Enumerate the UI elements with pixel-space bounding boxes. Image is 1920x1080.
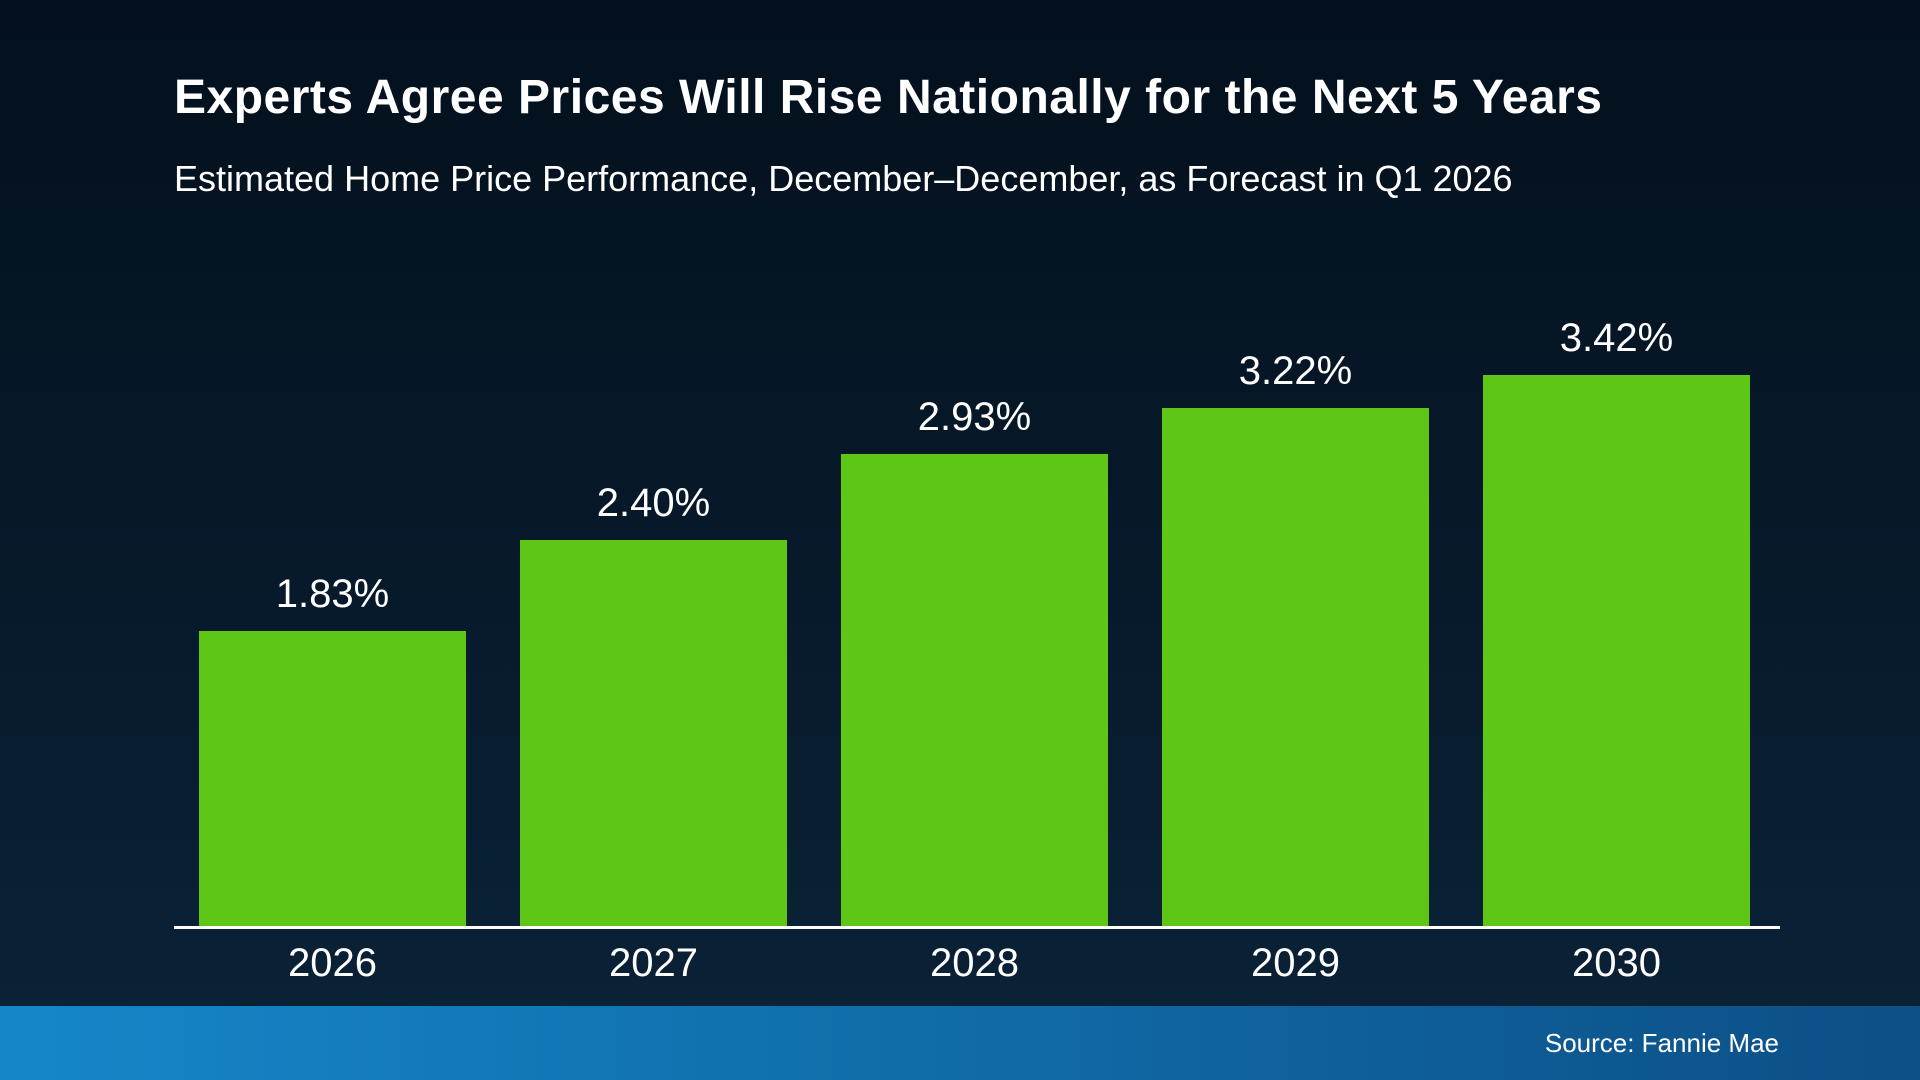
bar bbox=[1162, 408, 1429, 926]
bar-value-label: 3.42% bbox=[1559, 316, 1674, 360]
x-axis-label: 2029 bbox=[1251, 940, 1340, 985]
bar-value-label: 1.83% bbox=[275, 572, 390, 616]
bar bbox=[199, 631, 466, 926]
bar-group: 2.93% 2028 bbox=[841, 0, 1108, 1000]
bar-group: 1.83% 2026 bbox=[199, 0, 466, 1000]
bar bbox=[520, 540, 787, 926]
bar-group: 3.22% 2029 bbox=[1162, 0, 1429, 1000]
x-axis-label: 2027 bbox=[609, 940, 698, 985]
bar-groups: 1.83% 2026 2.40% 2027 2.93% 2028 3.22% 2029 3.42… bbox=[174, 0, 1780, 1000]
x-axis-line bbox=[174, 926, 1780, 929]
bar bbox=[841, 454, 1108, 926]
footer-bar: Source: Fannie Mae bbox=[0, 1006, 1920, 1080]
bar bbox=[1483, 375, 1750, 926]
bar-value-label: 3.22% bbox=[1238, 349, 1353, 393]
bar-value-label: 2.40% bbox=[596, 481, 711, 525]
chart-title: Experts Agree Prices Will Rise Nationall… bbox=[174, 71, 1603, 124]
source-label: Source: Fannie Mae bbox=[1544, 1027, 1779, 1058]
x-axis-label: 2030 bbox=[1572, 940, 1661, 985]
bar-group: 2.40% 2027 bbox=[520, 0, 787, 1000]
bar-group: 3.42% 2030 bbox=[1483, 0, 1750, 1000]
bar-chart: 1.83% 2026 2.40% 2027 2.93% 2028 3.22% 2029 3.42… bbox=[174, 0, 1780, 1000]
x-axis-label: 2028 bbox=[930, 940, 1019, 985]
x-axis-label: 2026 bbox=[288, 940, 377, 985]
bar-value-label: 2.93% bbox=[917, 395, 1032, 439]
chart-subtitle: Estimated Home Price Performance, Decemb… bbox=[174, 158, 1513, 199]
